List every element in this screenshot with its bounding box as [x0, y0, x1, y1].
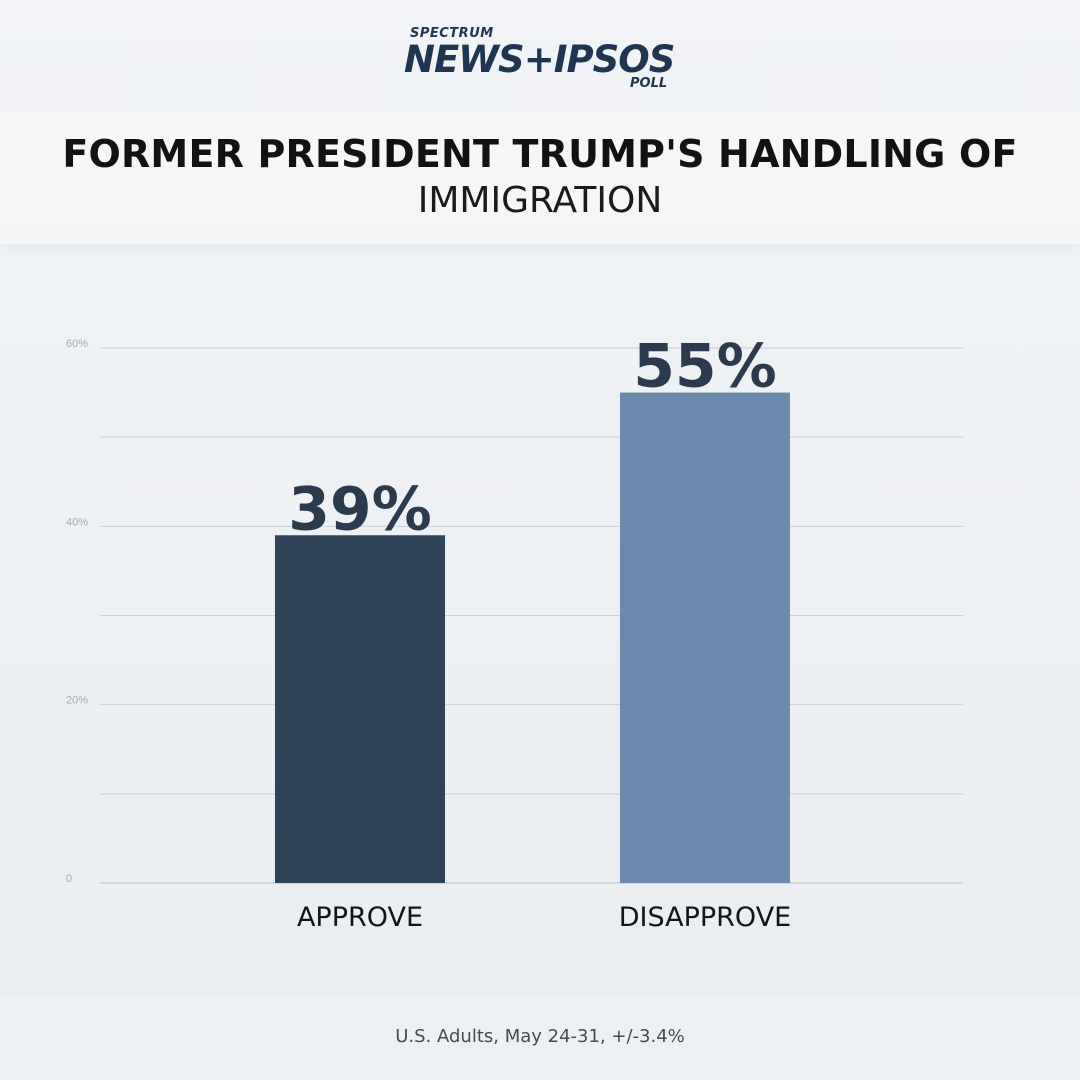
logo-news-ipsos: NEWS+IPSOS	[404, 38, 675, 81]
bar-chart: 0 20% 40% 60% 39% APPROVE 55% DISAPPROVE	[66, 332, 963, 933]
logo: SPECTRUM NEWS+IPSOS POLL	[0, 24, 1080, 94]
bar-disapprove	[620, 392, 790, 883]
footer-band	[0, 996, 1080, 1080]
footer-note: U.S. Adults, May 24-31, +/-3.4%	[395, 1026, 685, 1047]
bar-approve	[275, 535, 445, 883]
logo-spectrum: SPECTRUM	[410, 26, 494, 41]
logo-poll: POLL	[630, 76, 668, 91]
y-tick-label: 20%	[66, 695, 88, 707]
chart-title: FORMER PRESIDENT TRUMP'S HANDLING OF	[62, 132, 1018, 176]
category-label: APPROVE	[297, 902, 423, 933]
title-band	[0, 112, 1080, 244]
y-tick-label: 60%	[66, 338, 88, 350]
chart-subtitle: IMMIGRATION	[417, 180, 663, 221]
category-label: DISAPPROVE	[619, 902, 792, 933]
y-tick-label: 40%	[66, 516, 88, 528]
data-label: 55%	[633, 332, 777, 402]
y-tick-label: 0	[66, 873, 72, 885]
data-label: 39%	[288, 474, 432, 544]
